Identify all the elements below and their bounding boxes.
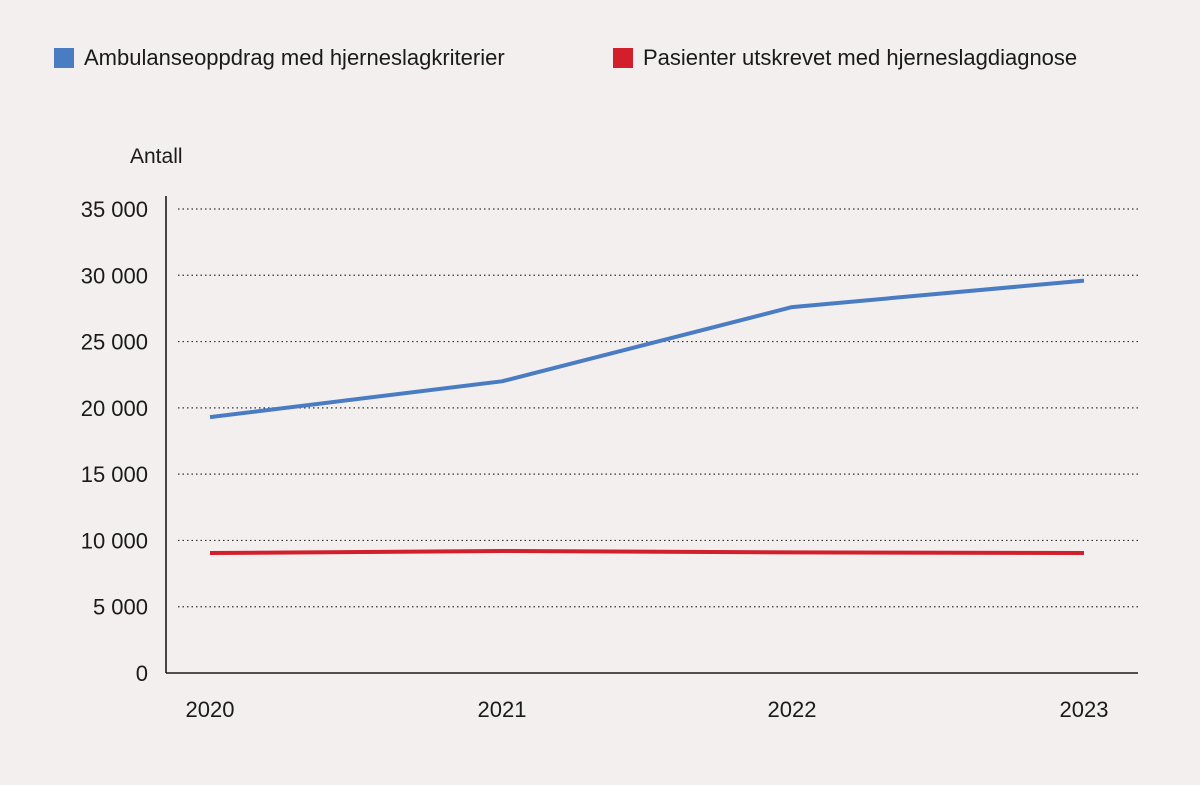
y-tick-label: 30 000 xyxy=(81,263,148,288)
legend-swatch-2 xyxy=(613,48,633,68)
x-tick-label: 2021 xyxy=(478,697,527,722)
legend-swatch-1 xyxy=(54,48,74,68)
legend-label-1: Ambulanseoppdrag med hjerneslagkriterier xyxy=(84,45,505,70)
y-tick-label: 5 000 xyxy=(93,595,148,620)
y-axis-label: Antall xyxy=(130,145,183,168)
gridlines xyxy=(178,208,1138,608)
series-line-1 xyxy=(209,278,1085,420)
x-tick-label: 2022 xyxy=(768,697,817,722)
series-lines xyxy=(209,278,1085,555)
y-tick-labels: 0 5 000 10 000 15 000 20 000 25 000 30 000 35 0… xyxy=(81,197,148,686)
y-tick-label: 15 000 xyxy=(81,462,148,487)
legend-label-2: Pasienter utskrevet med hjerneslagdiagno… xyxy=(643,45,1077,70)
legend: Ambulanseoppdrag med hjerneslagkriterier… xyxy=(54,45,1077,70)
x-tick-labels: 2020 2021 2022 2023 xyxy=(186,697,1109,722)
y-tick-label: 10 000 xyxy=(81,528,148,553)
y-tick-label: 20 000 xyxy=(81,396,148,421)
y-tick-label: 35 000 xyxy=(81,197,148,222)
y-tick-label: 25 000 xyxy=(81,330,148,355)
axes xyxy=(165,196,1138,674)
x-tick-label: 2023 xyxy=(1060,697,1109,722)
series-line-2 xyxy=(209,549,1085,555)
y-tick-label: 0 xyxy=(136,661,148,686)
x-tick-label: 2020 xyxy=(186,697,235,722)
